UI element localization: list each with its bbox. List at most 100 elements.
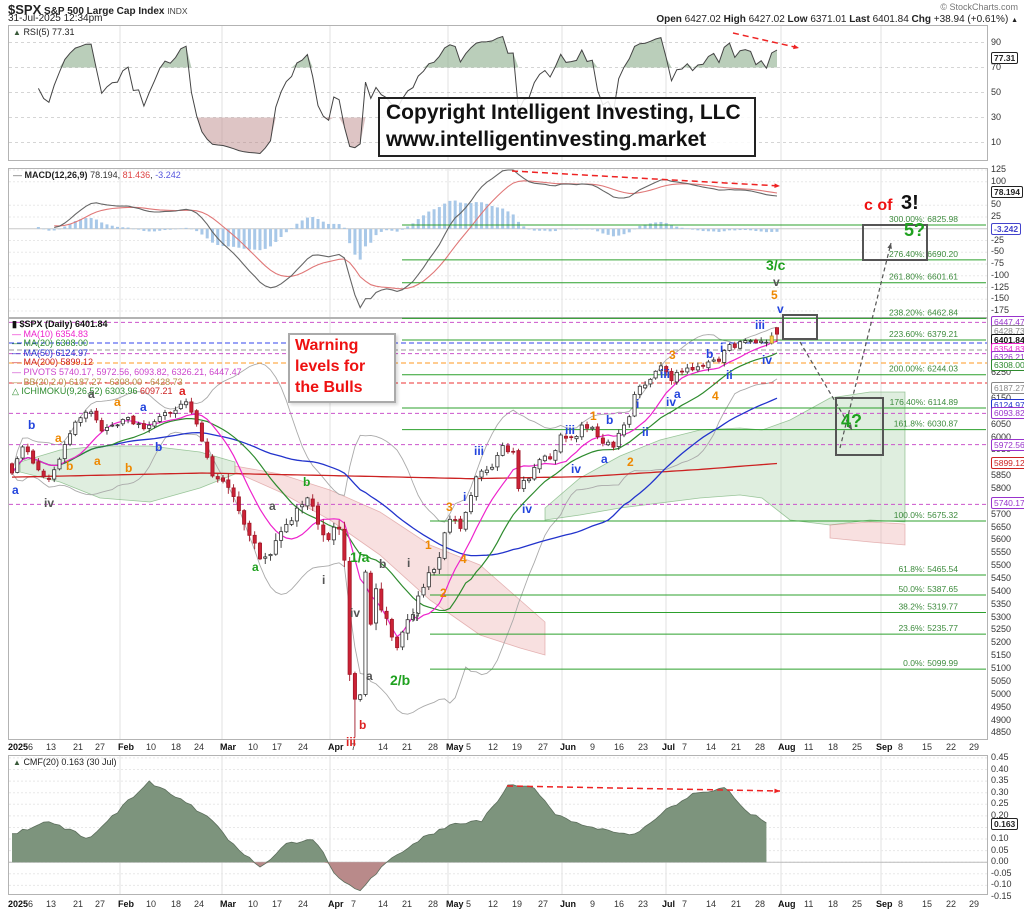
wave-label: i [322, 573, 326, 587]
date-label: 29 [969, 899, 980, 909]
wave-label: 3 [669, 348, 676, 362]
date-label: 15 [922, 899, 933, 909]
macd-plot [8, 168, 988, 318]
svg-text:276.40%: 6690.20: 276.40%: 6690.20 [889, 249, 958, 259]
axis-label: 5700 [991, 508, 1012, 519]
date-label: 6 [28, 742, 34, 752]
axis-label: 5972.56 [991, 439, 1024, 451]
wave-label: 3/c [766, 257, 786, 273]
date-label: 25 [852, 742, 863, 752]
axis-label: 77.31 [991, 52, 1019, 64]
cmf-legend: ▲ CMF(20) 0.163 (30 Jul) [13, 757, 117, 767]
date-label: 18 [828, 899, 839, 909]
wave-label: i [720, 341, 724, 355]
axis-label: 0.35 [991, 775, 1009, 786]
wave-label: ii [726, 368, 733, 382]
date-label: 21 [73, 742, 84, 752]
date-label: 7 [682, 742, 688, 752]
wave-label: iii [474, 444, 485, 458]
date-label: 27 [538, 899, 549, 909]
date-label: 2025 [8, 899, 29, 909]
axis-label: 0.30 [991, 786, 1009, 797]
axis-label: 6187.27 [991, 382, 1024, 394]
date-label: 7 [351, 899, 357, 909]
legend-row: — MA(10) 6354.83 [12, 328, 89, 339]
axis-label: -0.15 [991, 890, 1012, 901]
wave-label: b [706, 347, 714, 361]
date-label: Jun [560, 742, 577, 752]
axis-label: 25 [991, 211, 1002, 222]
wave-label: iv [44, 496, 55, 510]
date-label: 11 [804, 899, 814, 909]
wave-label: b [66, 459, 74, 473]
axis-label: 5450 [991, 573, 1012, 583]
axis-label: 0.00 [991, 856, 1009, 867]
axis-label: 70 [991, 61, 1002, 72]
date-label: 27 [95, 899, 106, 909]
svg-text:61.8%: 5465.54: 61.8%: 5465.54 [898, 564, 958, 574]
svg-text:223.60%: 6379.21: 223.60%: 6379.21 [889, 329, 958, 339]
axis-label: 90 [991, 36, 1002, 47]
axis-label: 125 [991, 164, 1007, 175]
date-label: 21 [402, 899, 413, 909]
date-label: Feb [118, 899, 135, 909]
axis-label: 50 [991, 86, 1002, 97]
date-label: Sep [876, 899, 893, 909]
wave-label: v [773, 275, 780, 289]
axis-label: 30 [991, 111, 1002, 122]
wave-label: iv [762, 353, 773, 367]
svg-text:261.80%: 6601.61: 261.80%: 6601.61 [889, 272, 958, 282]
axis-label: 5500 [991, 560, 1012, 571]
quote-line: Open 6427.02 High 6427.02 Low 6371.01 La… [656, 14, 1018, 25]
wave-label: ii [412, 610, 419, 624]
date-label: Jul [662, 742, 676, 752]
low-label: Low [787, 14, 808, 25]
wave-label: iv [350, 606, 361, 620]
axis-label: 4850 [991, 727, 1012, 738]
axis-label: 5050 [991, 675, 1012, 686]
stockcharts-credit: © StockCharts.com [940, 2, 1018, 12]
date-label: 19 [512, 742, 523, 752]
axis-label: 6150 [991, 392, 1012, 403]
date-label: 24 [298, 899, 309, 909]
wave-label: 1/a [350, 549, 370, 565]
axis-label: 0.163 [991, 818, 1019, 830]
date-label: 18 [171, 742, 182, 752]
macd-legend: — MACD(12,26,9) 78.194, 81.436, -3.242 [13, 170, 181, 180]
chart-datetime: 31-Jul-2025 12:34pm [8, 13, 103, 24]
chart-header: $SPX S&P 500 Large Cap Index INDX © Stoc… [8, 2, 1018, 17]
axis-label: 5650 [991, 521, 1012, 532]
wave-label: iv [522, 502, 533, 516]
chg-label: Chg [911, 14, 931, 25]
axis-label: 0.45 [991, 751, 1009, 762]
date-label: 19 [512, 899, 523, 909]
date-label: 22 [946, 899, 957, 909]
wave-note-c-of: c of [864, 197, 893, 214]
svg-text:200.00%: 6244.03: 200.00%: 6244.03 [889, 364, 958, 374]
axis-label: 0.10 [991, 833, 1009, 844]
axis-label: 6050 [991, 418, 1012, 429]
date-label: 14 [378, 899, 389, 909]
date-label: Aug [778, 742, 796, 752]
cmf-plot [8, 755, 988, 895]
axis-label: 0.20 [991, 809, 1009, 820]
date-label: 25 [852, 899, 863, 909]
axis-label: 5350 [991, 598, 1012, 609]
wave-label: iii [660, 367, 671, 381]
ticker-exchange: INDX [167, 6, 188, 16]
date-label: 17 [272, 899, 283, 909]
axis-label: -0.10 [991, 879, 1012, 890]
wave-label: 2/b [390, 672, 411, 688]
date-label: Sep [876, 742, 893, 752]
axis-label: 5000 [991, 688, 1012, 699]
wave-label: iii [565, 423, 576, 437]
line-icon: — [13, 170, 22, 180]
wave-label: 5 [771, 288, 778, 302]
date-label: Mar [220, 742, 237, 752]
svg-text:38.2%: 5319.77: 38.2%: 5319.77 [898, 602, 958, 612]
axis-label: 5300 [991, 611, 1012, 622]
copyright-line1: Copyright Intelligent Investing, LLC [386, 101, 741, 124]
wave-label: 4 [712, 389, 719, 403]
wave-label: a [252, 560, 259, 574]
svg-text:238.20%: 6462.84: 238.20%: 6462.84 [889, 307, 958, 317]
